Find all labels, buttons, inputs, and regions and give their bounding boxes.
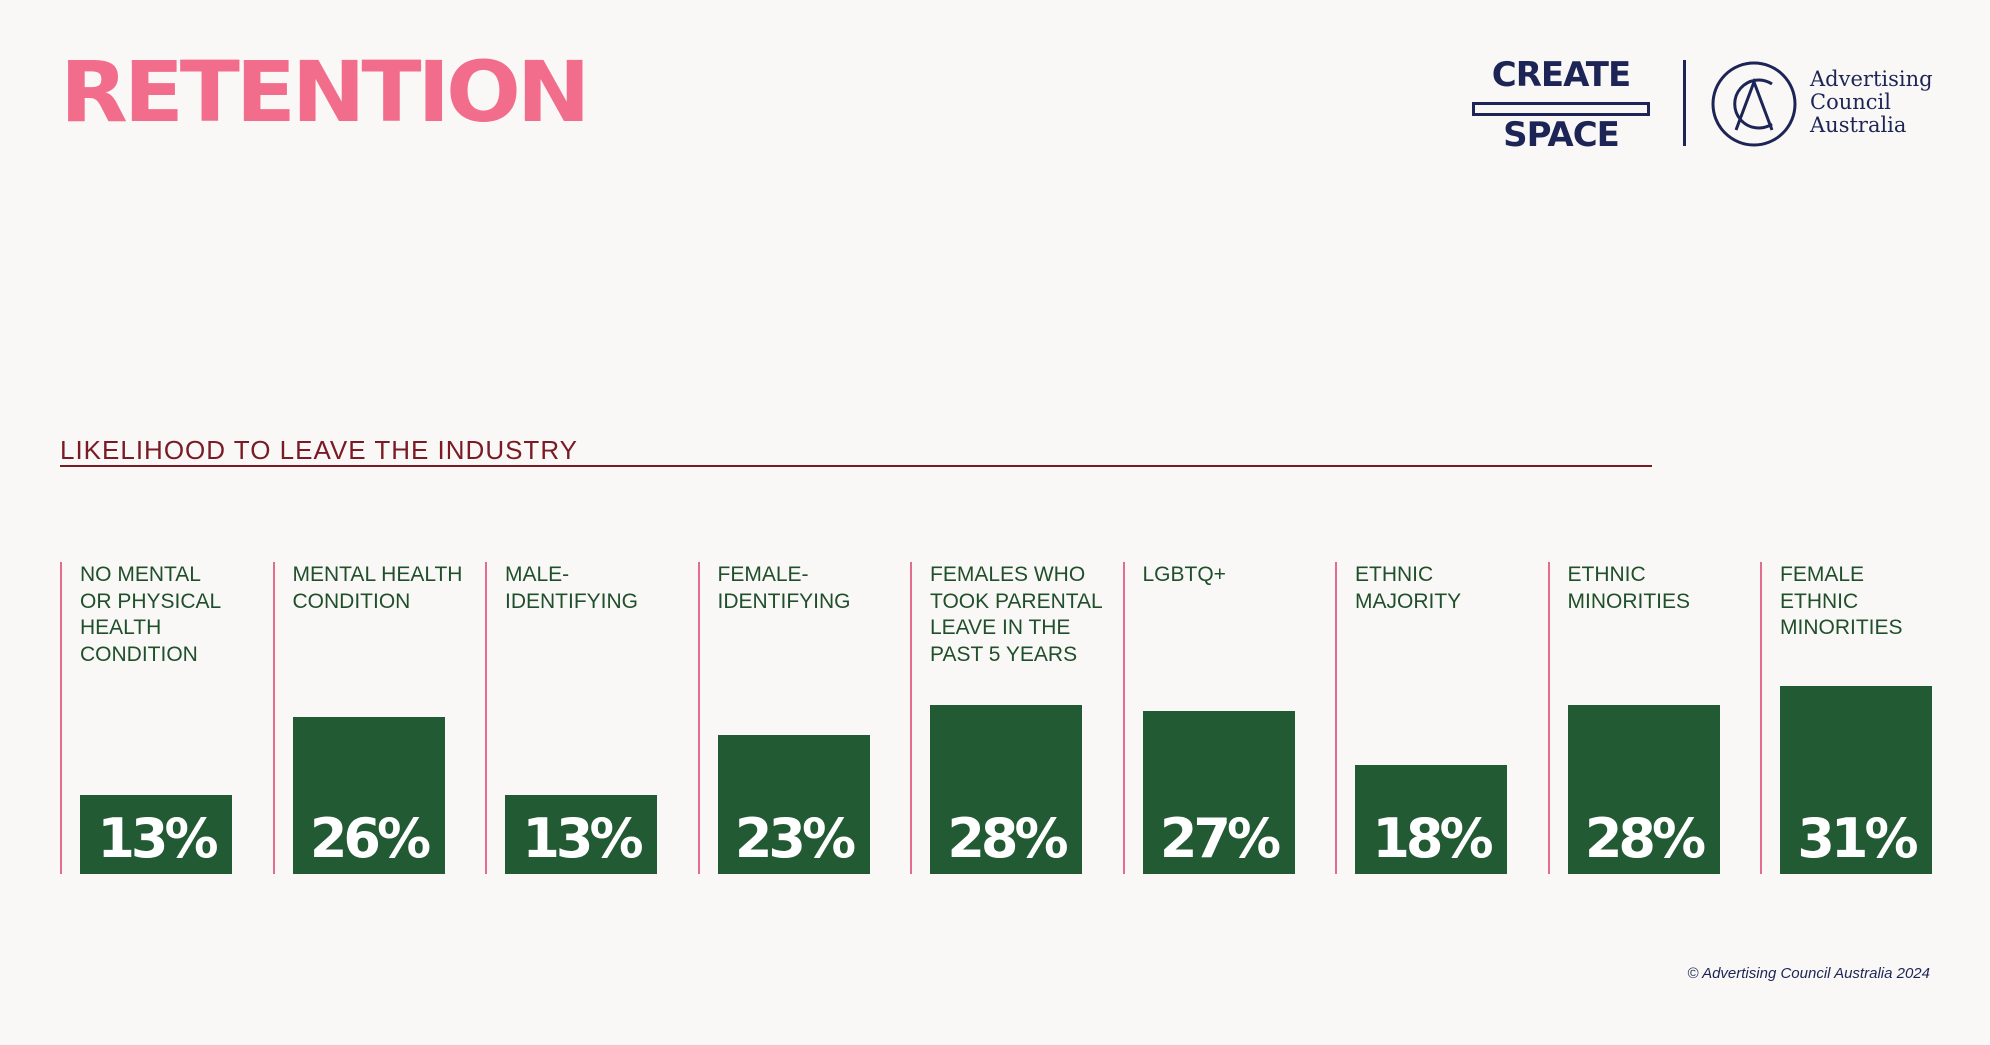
group-divider-line: [60, 562, 62, 874]
bar: 28%: [930, 705, 1082, 874]
category-label-line: FEMALES WHO: [930, 563, 1086, 586]
category-label-line: LGBTQ+: [1142, 563, 1226, 586]
group-divider-line: [910, 562, 912, 874]
category-label-line: LEAVE IN THE: [930, 616, 1071, 639]
acaa-logo-icon: [1711, 61, 1797, 147]
category-label: FEMALE- IDENTIFYING: [718, 562, 898, 615]
category-label-line: IDENTIFYING: [717, 589, 851, 613]
category-label-line: CONDITION: [292, 589, 411, 613]
category-label: ETHNIC MAJORITY: [1355, 562, 1535, 615]
bar-group: FEMALE- IDENTIFYING 23%: [697, 562, 898, 874]
category-label-line: FEMALE: [1780, 563, 1865, 586]
category-label: NO MENTAL OR PHYSICAL HEALTH CONDITION: [80, 562, 260, 668]
bar-group: NO MENTAL OR PHYSICAL HEALTH CONDITION 13%: [60, 562, 260, 874]
bar-value-label: 23%: [734, 807, 856, 870]
category-label-line: PAST 5 YEARS: [930, 642, 1078, 666]
bar: 13%: [505, 795, 657, 874]
category-label: MALE- IDENTIFYING: [505, 562, 685, 615]
acaa-logo-line: Australia: [1810, 113, 1907, 137]
group-divider-line: [1122, 562, 1125, 874]
create-space-logo-top: CREATE: [1491, 55, 1631, 95]
category-label: ETHNIC MINORITIES: [1568, 562, 1748, 615]
category-label-line: TOOK PARENTAL: [930, 589, 1103, 613]
bar-value-label: 26%: [309, 807, 431, 870]
bar-group: MALE- IDENTIFYING 13%: [485, 562, 685, 874]
category-label-line: ETHNIC: [1780, 589, 1859, 613]
bar-value-label: 31%: [1797, 807, 1918, 870]
category-label: FEMALE ETHNIC MINORITIES: [1780, 562, 1960, 642]
page-title: RETENTION: [60, 43, 591, 141]
bar: 27%: [1142, 711, 1295, 874]
group-divider-line: [485, 562, 487, 874]
acaa-logo-line: Advertising: [1810, 67, 1933, 91]
group-divider-line: [1547, 562, 1550, 874]
bar: 26%: [292, 717, 445, 874]
bar-value-label: 13%: [522, 807, 643, 870]
category-label-line: MALE-: [505, 563, 570, 586]
acaa-logo-line: Council: [1810, 90, 1891, 114]
bar: 13%: [80, 795, 232, 874]
category-label-line: IDENTIFYING: [505, 589, 639, 613]
category-label-line: CONDITION: [80, 642, 198, 666]
category-label-line: FEMALE-: [717, 563, 809, 586]
group-divider-line: [1335, 562, 1337, 874]
chart-title: LIKELIHOOD TO LEAVE THE INDUSTRY: [60, 435, 578, 465]
group-divider-line: [1760, 562, 1762, 874]
bar: 28%: [1567, 705, 1720, 874]
bar-group: ETHNIC MINORITIES 28%: [1547, 562, 1748, 874]
category-label-line: OR PHYSICAL: [80, 589, 222, 613]
category-label-line: ETHNIC: [1567, 563, 1646, 586]
bar-group: ETHNIC MAJORITY 18%: [1335, 562, 1535, 874]
bar-value-label: 18%: [1372, 807, 1493, 870]
acaa-logo-text: Advertising Council Australia: [1810, 68, 1933, 137]
logo-divider: [1683, 60, 1686, 146]
category-label-line: MAJORITY: [1355, 589, 1462, 613]
logos: CREATE SPACE Advertising Council Austral…: [1470, 58, 1940, 158]
create-space-logo: CREATE SPACE: [1470, 55, 1652, 152]
bar-group: FEMALES WHO TOOK PARENTAL LEAVE IN THE PAST…: [910, 562, 1110, 874]
bar-group: MENTAL HEALTH CONDITION 26%: [272, 562, 473, 874]
category-label-line: MENTAL HEALTH: [292, 563, 463, 586]
bar-group: FEMALE ETHNIC MINORITIES 31%: [1760, 562, 1960, 874]
bar-group: LGBTQ+ 27%: [1122, 562, 1323, 874]
bar-value-label: 27%: [1159, 807, 1281, 870]
category-label-line: MINORITIES: [1567, 589, 1691, 613]
bar: 23%: [717, 735, 870, 874]
copyright: © Advertising Council Australia 2024: [1687, 965, 1930, 982]
category-label: LGBTQ+: [1143, 562, 1323, 589]
group-divider-line: [697, 562, 700, 874]
chart-title-rule: [60, 465, 1652, 467]
category-label-line: NO MENTAL: [80, 563, 201, 586]
category-label: MENTAL HEALTH CONDITION: [293, 562, 473, 615]
category-label: FEMALES WHO TOOK PARENTAL LEAVE IN THE PAST…: [930, 562, 1110, 668]
category-label-line: ETHNIC: [1355, 563, 1434, 586]
category-label-line: MINORITIES: [1780, 616, 1903, 639]
group-divider-line: [272, 562, 275, 874]
bar: 31%: [1780, 686, 1932, 874]
bar-value-label: 13%: [97, 807, 218, 870]
bar: 18%: [1355, 765, 1507, 874]
category-label-line: HEALTH: [80, 616, 162, 639]
bar-value-label: 28%: [1584, 807, 1706, 870]
create-space-logo-bottom: SPACE: [1503, 115, 1620, 155]
bar-value-label: 28%: [947, 807, 1068, 870]
create-space-logo-bar: [1472, 102, 1650, 116]
